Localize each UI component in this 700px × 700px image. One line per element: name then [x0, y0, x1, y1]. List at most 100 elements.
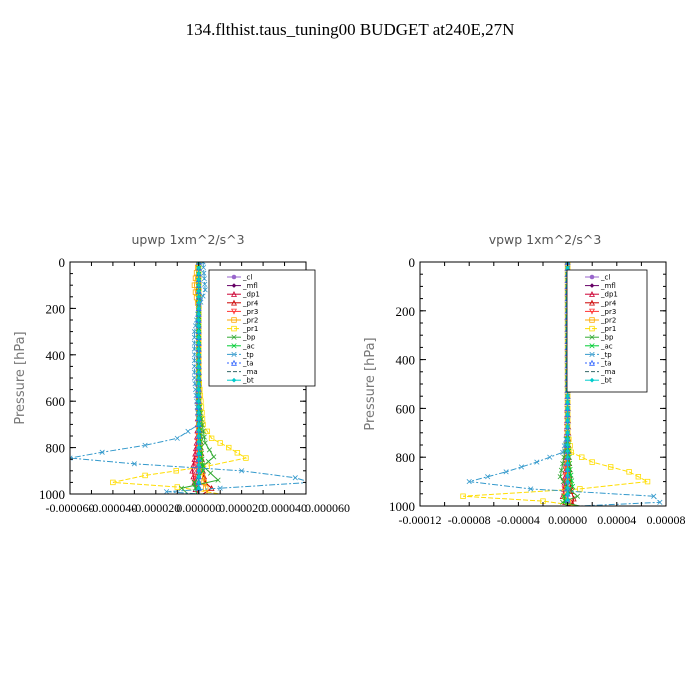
series-point	[191, 340, 198, 346]
legend-marker	[231, 308, 237, 315]
series-point	[196, 352, 202, 358]
series-point	[196, 474, 202, 479]
series-point	[196, 468, 202, 474]
series-point	[644, 478, 651, 485]
series-point	[110, 479, 116, 486]
legend-marker	[231, 334, 237, 340]
series-point	[163, 489, 170, 494]
series-point	[558, 467, 565, 473]
legend-entry: _ma	[242, 368, 258, 376]
legend-entry: _cl	[242, 274, 252, 282]
series-point	[565, 461, 570, 466]
series-point	[308, 480, 313, 485]
series-point	[196, 364, 202, 369]
series-point	[196, 335, 202, 340]
series-point	[207, 470, 214, 476]
legend-entry: _pr2	[242, 317, 258, 325]
legend-entry: _pr3	[242, 308, 258, 316]
legend-marker	[231, 317, 237, 323]
series-point	[196, 340, 202, 346]
series-point	[201, 434, 207, 440]
legend-entry: _cl	[600, 274, 610, 282]
series-point	[196, 282, 202, 288]
series-point	[196, 271, 202, 276]
series-point	[607, 464, 614, 470]
legend-marker	[589, 283, 595, 288]
series-point	[196, 404, 202, 410]
series-point	[565, 430, 570, 436]
series-point	[193, 392, 199, 398]
series-point	[196, 277, 202, 282]
series-point	[234, 450, 241, 456]
legend-marker	[589, 299, 595, 306]
y-tick-label: 600	[396, 401, 416, 416]
series-point	[196, 265, 202, 271]
y-tick-label: 800	[396, 450, 416, 465]
series-point	[142, 442, 148, 448]
legend-entry: _ac	[242, 342, 255, 350]
legend-box	[208, 269, 316, 387]
legend-marker	[589, 325, 595, 332]
y-tick-label: 1000	[389, 499, 415, 514]
series-point	[528, 486, 534, 492]
series-point	[565, 418, 570, 423]
x-tick-label: 0.00004	[597, 513, 636, 527]
y-axis-label: Pressure [hPa]	[13, 331, 28, 424]
series-point	[561, 493, 567, 499]
series-point	[196, 317, 202, 323]
series-point	[202, 281, 208, 287]
legend-marker	[589, 351, 595, 357]
series-point	[200, 468, 206, 474]
y-tick-label: 800	[46, 441, 66, 456]
series-point	[191, 479, 198, 485]
series-point	[191, 329, 198, 335]
series-point	[547, 454, 553, 460]
legend-entry: _ac	[600, 342, 613, 350]
legend-entry: _bp	[600, 334, 614, 342]
x-tick-label: -0.00012	[399, 513, 442, 527]
legend-marker	[231, 325, 237, 332]
series-point	[196, 294, 202, 300]
legend: _cl_mfl_dp1_pr4_pr3_pr2_pr1_bp_ac_tp_ta_…	[566, 269, 648, 393]
series-point	[196, 445, 202, 450]
series-point	[196, 485, 202, 491]
series-point	[196, 387, 202, 392]
series-point	[657, 499, 663, 505]
series-point	[626, 469, 632, 475]
y-tick-label: 0	[59, 255, 66, 270]
legend-marker	[231, 351, 237, 357]
series-point	[196, 323, 202, 329]
y-tick-label: 200	[396, 304, 416, 319]
series-point	[503, 469, 509, 475]
series-point	[191, 358, 198, 364]
legend: _cl_mfl_dp1_pr4_pr3_pr2_pr1_bp_ac_tp_ta_…	[208, 269, 316, 387]
series-point	[196, 306, 202, 311]
series-point	[191, 334, 198, 340]
series-point	[198, 450, 204, 456]
series-point	[201, 276, 207, 282]
series-point	[565, 265, 570, 271]
series-point	[174, 435, 180, 441]
legend-entry: _pr1	[600, 325, 616, 333]
legend-entry: _dp1	[600, 291, 618, 299]
legend-marker	[589, 359, 595, 366]
y-tick-label: 600	[46, 394, 66, 409]
y-tick-label: 400	[396, 353, 416, 368]
legend-marker	[589, 317, 595, 323]
series-point	[196, 369, 202, 375]
legend-marker	[231, 283, 237, 288]
series-point	[200, 428, 206, 434]
series-point	[196, 480, 202, 485]
legend-entry: _ma	[600, 368, 616, 376]
legend-marker	[231, 377, 237, 383]
series-point	[565, 393, 570, 399]
series-point	[466, 479, 472, 485]
series-point	[557, 474, 563, 480]
series-point	[565, 473, 570, 478]
series-point	[191, 363, 198, 369]
x-tick-label: 0.000060	[305, 501, 350, 515]
series-point	[196, 398, 202, 404]
x-tick-label: -0.000040	[88, 501, 137, 515]
series-point	[569, 483, 576, 490]
